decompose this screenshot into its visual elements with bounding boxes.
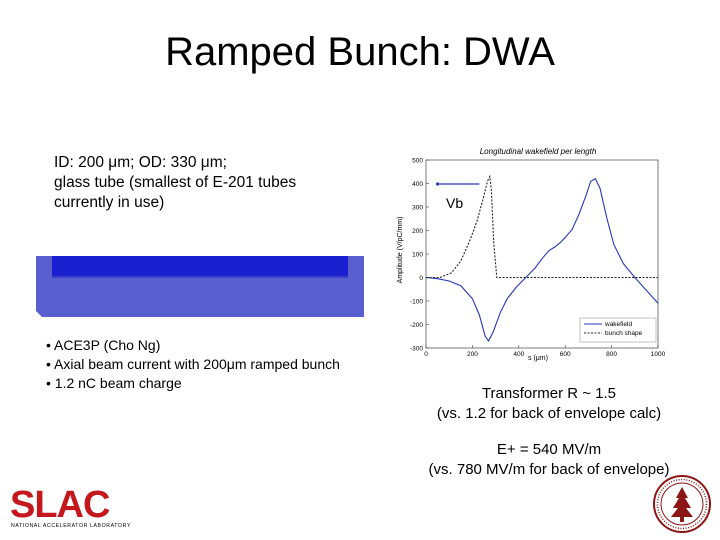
bullet-item: • ACE3P (Cho Ng) <box>46 337 161 353</box>
x-tick-label: 0 <box>424 351 428 358</box>
slac-logo-text: SLAC <box>10 484 110 526</box>
legend-box <box>579 317 657 343</box>
tube-description: ID: 200 μm; OD: 330 μm; glass tube (smal… <box>54 153 296 213</box>
bullet-list: • ACE3P (Cho Ng) • Axial beam current wi… <box>46 336 340 393</box>
x-axis-label: s (μm) <box>528 355 548 362</box>
y-tick-label: 0 <box>419 275 423 282</box>
chart-title: Longitudinal wakefield per length <box>480 147 597 156</box>
y-axis-label: Amplitude (V/pC/mm) <box>397 217 404 284</box>
caption-line: (vs. 1.2 for back of envelope calc) <box>436 405 662 422</box>
series-line-bunch-shape <box>426 174 658 279</box>
slac-logo: SLAC NATIONAL ACCELERATOR LABORATORY <box>10 484 131 529</box>
vb-annotation: Vb <box>446 195 463 211</box>
caption-line: (vs. 780 MV/m for back of envelope) <box>428 461 670 478</box>
y-tick-label: 400 <box>412 181 423 188</box>
tube-inner-bore <box>52 256 348 278</box>
x-tick-label: 800 <box>606 351 617 358</box>
field-caption: E+ = 540 MV/m (vs. 780 MV/m for back of … <box>396 440 702 480</box>
description-line: currently in use) <box>54 194 165 211</box>
wakefield-chart: Longitudinal wakefield per length Amplit… <box>397 147 666 362</box>
x-tick-label: 1000 <box>651 351 666 358</box>
caption-line: E+ = 540 MV/m <box>496 441 602 458</box>
vb-marker-dot <box>436 182 440 186</box>
y-tick-label: 200 <box>412 228 423 235</box>
transformer-ratio-caption: Transformer R ~ 1.5 (vs. 1.2 for back of… <box>396 384 702 424</box>
slide-title: Ramped Bunch: DWA <box>165 30 555 74</box>
bullet-item: • 1.2 nC beam charge <box>46 375 182 391</box>
tube-cross-section-image <box>36 256 364 317</box>
x-tick-label: 200 <box>467 351 478 358</box>
y-tick-label: -200 <box>410 322 423 329</box>
y-tick-label: 300 <box>412 205 423 212</box>
bullet-item: • Axial beam current with 200μm ramped b… <box>46 356 340 372</box>
x-tick-label: 400 <box>513 351 524 358</box>
legend-entry: bunch shape <box>605 330 643 337</box>
plot-frame <box>425 159 659 349</box>
description-line: glass tube (smallest of E-201 tubes <box>54 174 297 191</box>
y-tick-label: 100 <box>412 252 423 259</box>
slac-logo-subtext: NATIONAL ACCELERATOR LABORATORY <box>11 523 131 529</box>
caption-line: Transformer R ~ 1.5 <box>481 385 617 402</box>
legend-entry: wakefield <box>604 321 632 328</box>
y-tick-label: -300 <box>410 346 423 353</box>
x-tick-label: 600 <box>560 351 571 358</box>
y-tick-label: -100 <box>410 299 423 306</box>
description-line: ID: 200 μm; OD: 330 μm; <box>54 154 227 171</box>
y-tick-label: 500 <box>412 158 423 165</box>
series-line-wakefield <box>425 178 659 342</box>
stanford-seal-icon <box>653 475 711 533</box>
